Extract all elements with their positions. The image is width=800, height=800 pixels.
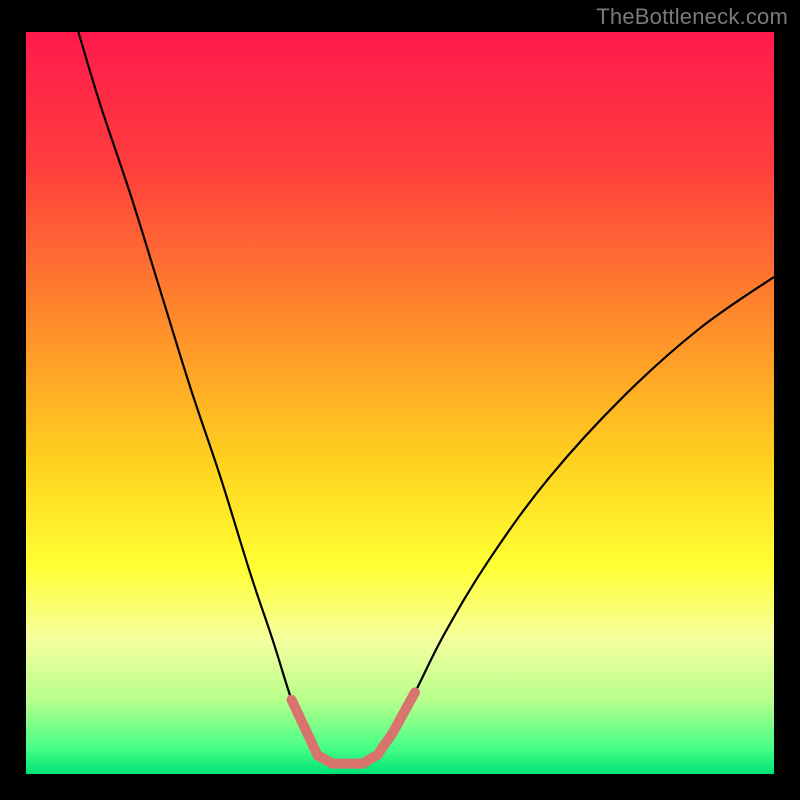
chart-frame: TheBottleneck.com [0, 0, 800, 800]
watermark-label: TheBottleneck.com [596, 4, 788, 30]
bottleneck-curve-chart [26, 32, 774, 774]
gradient-background [26, 32, 774, 774]
